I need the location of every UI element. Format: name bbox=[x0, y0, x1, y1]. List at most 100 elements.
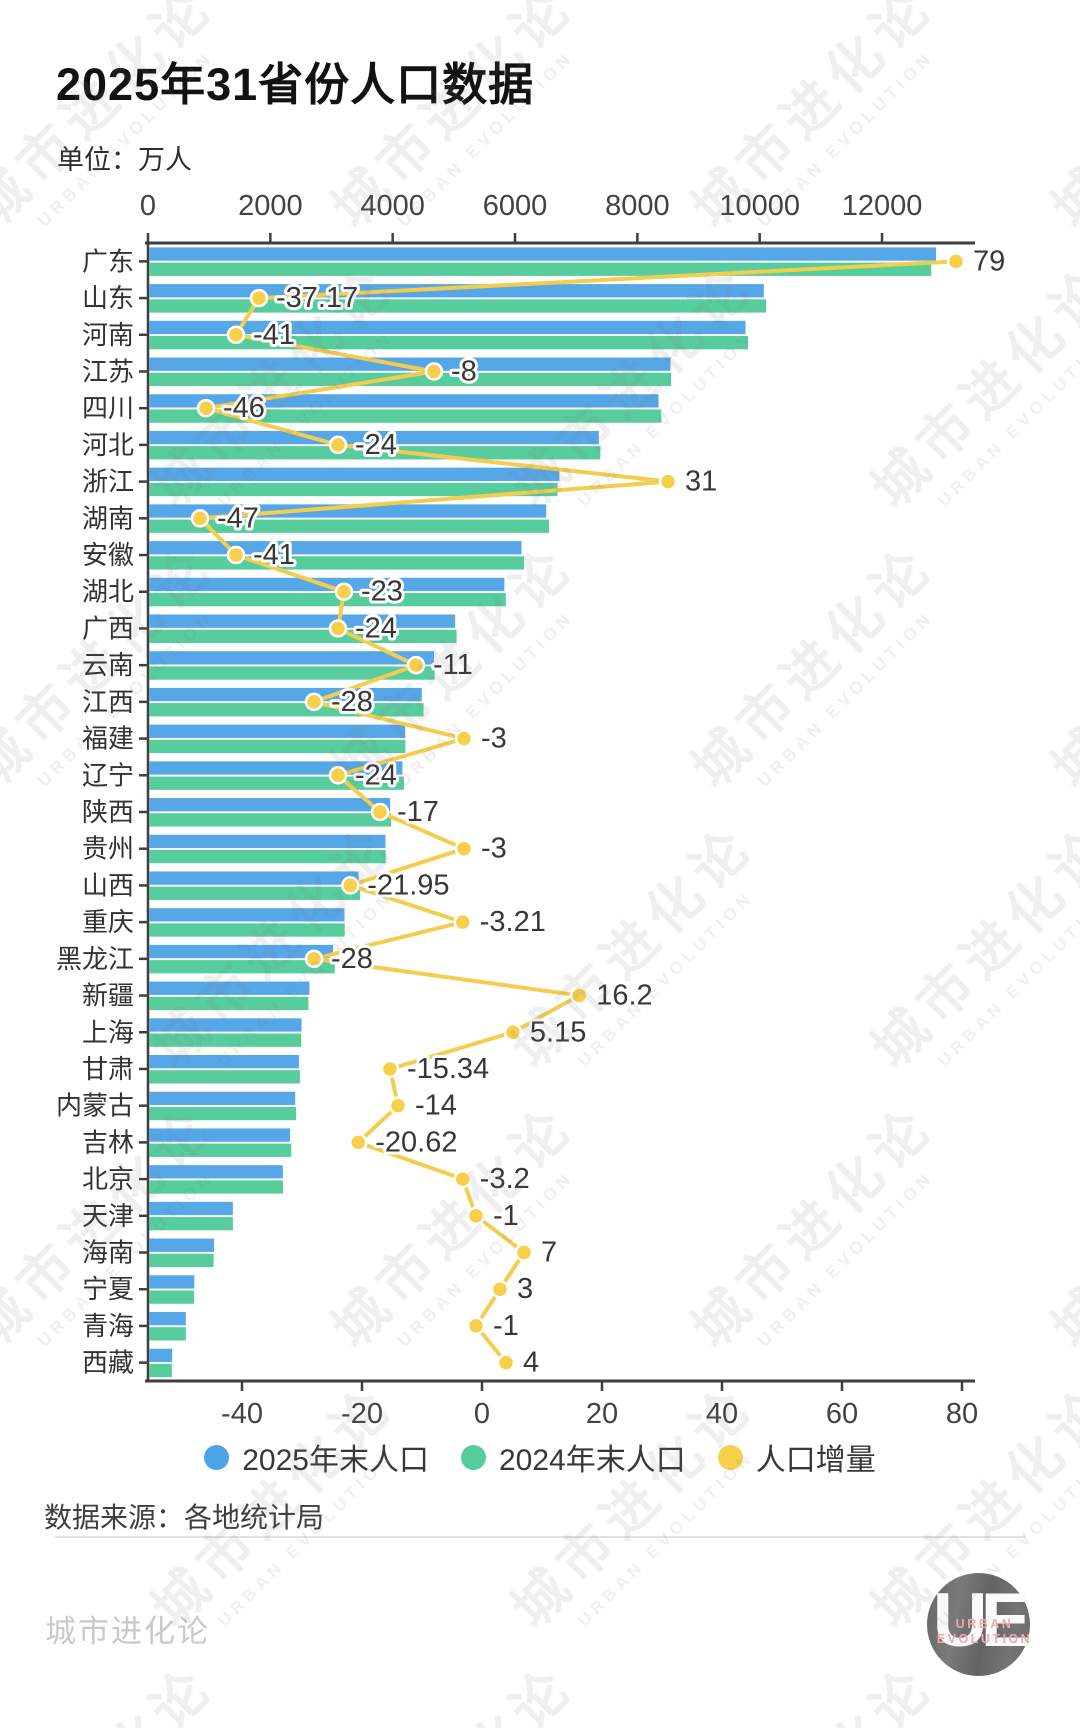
change-dot-河北 bbox=[328, 435, 348, 455]
legend-label-2024: 2024年末人口 bbox=[499, 1444, 686, 1477]
bar-2024-吉林 bbox=[149, 1143, 292, 1157]
top-tick-label-0: 0 bbox=[140, 190, 156, 222]
change-label-安徽: -41 bbox=[253, 539, 295, 571]
change-label-福建: -3 bbox=[481, 723, 507, 755]
bar-2025-广西 bbox=[149, 614, 456, 628]
bar-2025-安徽 bbox=[149, 541, 522, 555]
bar-2024-新疆 bbox=[149, 996, 309, 1011]
bar-2024-上海 bbox=[149, 1033, 302, 1047]
bar-2024-海南 bbox=[149, 1253, 214, 1268]
change-dot-陕西 bbox=[370, 802, 390, 822]
legend-dot-2024-icon bbox=[461, 1444, 486, 1470]
ue-logo-monogram: UE bbox=[932, 1578, 1032, 1663]
change-label-甘肃: -15.34 bbox=[407, 1053, 489, 1085]
change-dot-湖北 bbox=[334, 582, 354, 601]
change-dot-山东 bbox=[249, 288, 269, 308]
change-label-云南: -11 bbox=[433, 649, 473, 681]
bar-2024-西藏 bbox=[149, 1363, 172, 1378]
change-dot-黑龙江 bbox=[304, 949, 324, 969]
province-label-吉林: 吉林 bbox=[82, 1127, 134, 1157]
change-dot-江西 bbox=[304, 692, 324, 712]
bottom-tick-label-40: 40 bbox=[706, 1398, 738, 1430]
province-label-辽宁: 辽宁 bbox=[82, 760, 134, 790]
change-label-黑龙江: -28 bbox=[331, 943, 373, 975]
legend-dot-2025-icon bbox=[204, 1444, 230, 1470]
province-label-浙江: 浙江 bbox=[82, 467, 134, 497]
change-dot-浙江 bbox=[658, 472, 678, 491]
change-dot-上海 bbox=[503, 1023, 523, 1042]
chart-legend: 2025年末人口 2024年末人口 人口增量 bbox=[125, 1436, 955, 1478]
bar-2024-安徽 bbox=[149, 556, 525, 570]
change-dot-辽宁 bbox=[328, 766, 348, 785]
top-tick-label-8000: 8000 bbox=[605, 190, 670, 222]
province-label-福建: 福建 bbox=[82, 724, 134, 754]
bar-2025-广东 bbox=[149, 247, 937, 261]
change-label-海南: 7 bbox=[541, 1237, 557, 1269]
bar-2025-重庆 bbox=[149, 908, 345, 922]
bar-2024-北京 bbox=[149, 1180, 284, 1194]
change-dot-新疆 bbox=[569, 986, 589, 1005]
change-dot-江苏 bbox=[424, 362, 444, 381]
change-label-重庆: -3.21 bbox=[480, 906, 546, 938]
bar-2024-湖北 bbox=[149, 592, 506, 607]
brand-name: 城市进化论 bbox=[45, 1614, 210, 1649]
bar-2025-西藏 bbox=[149, 1348, 173, 1362]
bar-2024-重庆 bbox=[149, 923, 345, 937]
change-dot-云南 bbox=[406, 655, 426, 675]
bar-2025-云南 bbox=[149, 651, 434, 665]
change-dot-广东 bbox=[946, 252, 966, 271]
change-dot-北京 bbox=[453, 1169, 473, 1189]
ue-logo-line2: EVOLUTION bbox=[936, 1632, 1033, 1646]
legend-item-2025: 2025年末人口 bbox=[204, 1435, 429, 1479]
bar-2025-福建 bbox=[149, 724, 406, 738]
change-label-山东: -37.17 bbox=[276, 282, 358, 314]
unit-label: 单位：万人 bbox=[57, 145, 192, 175]
province-label-山西: 山西 bbox=[82, 870, 134, 900]
legend-label-change: 人口增量 bbox=[755, 1444, 876, 1477]
province-label-四川: 四川 bbox=[82, 393, 134, 423]
bar-2024-湖南 bbox=[149, 519, 550, 533]
top-tick-label-4000: 4000 bbox=[360, 190, 425, 222]
province-label-安徽: 安徽 bbox=[82, 540, 134, 570]
change-label-河南: -41 bbox=[253, 319, 295, 351]
province-label-江西: 江西 bbox=[82, 687, 134, 717]
page-title: 2025年31省份人口数据 bbox=[56, 59, 535, 110]
province-label-上海: 上海 bbox=[82, 1017, 134, 1047]
bar-2024-云南 bbox=[149, 666, 435, 680]
change-label-广东: 79 bbox=[973, 245, 1005, 277]
bar-2024-江苏 bbox=[149, 372, 672, 387]
bar-2024-山西 bbox=[149, 886, 361, 900]
bar-2024-天津 bbox=[149, 1217, 233, 1231]
bar-2025-海南 bbox=[149, 1238, 215, 1252]
province-label-河北: 河北 bbox=[82, 430, 134, 460]
bar-2024-江西 bbox=[149, 703, 424, 717]
bottom-tick-label-80: 80 bbox=[946, 1398, 978, 1430]
province-label-黑龙江: 黑龙江 bbox=[56, 944, 134, 974]
province-label-云南: 云南 bbox=[82, 650, 134, 680]
change-label-湖北: -23 bbox=[361, 576, 403, 608]
change-label-广西: -24 bbox=[355, 612, 397, 644]
change-label-河北: -24 bbox=[355, 429, 397, 461]
ue-logo-wordmark: URBAN EVOLUTION bbox=[933, 1617, 1036, 1647]
change-label-新疆: 16.2 bbox=[596, 980, 652, 1012]
change-label-上海: 5.15 bbox=[530, 1016, 586, 1048]
change-dot-甘肃 bbox=[380, 1059, 400, 1079]
change-label-西藏: 4 bbox=[523, 1347, 539, 1379]
bar-2025-天津 bbox=[149, 1201, 233, 1216]
legend-dot-change-icon bbox=[717, 1444, 743, 1470]
top-tick-label-2000: 2000 bbox=[238, 190, 303, 222]
bar-2024-四川 bbox=[149, 409, 662, 423]
change-label-江苏: -8 bbox=[451, 355, 477, 387]
province-label-甘肃: 甘肃 bbox=[82, 1054, 134, 1084]
bar-2025-北京 bbox=[149, 1165, 283, 1179]
bar-2024-青海 bbox=[149, 1327, 186, 1341]
province-label-广东: 广东 bbox=[82, 246, 134, 276]
bar-2025-河北 bbox=[149, 430, 599, 445]
province-label-青海: 青海 bbox=[82, 1311, 134, 1341]
bar-2024-陕西 bbox=[149, 813, 392, 827]
legend-item-2024: 2024年末人口 bbox=[461, 1435, 686, 1479]
province-label-湖北: 湖北 bbox=[82, 577, 134, 607]
legend-item-change: 人口增量 bbox=[717, 1435, 876, 1479]
